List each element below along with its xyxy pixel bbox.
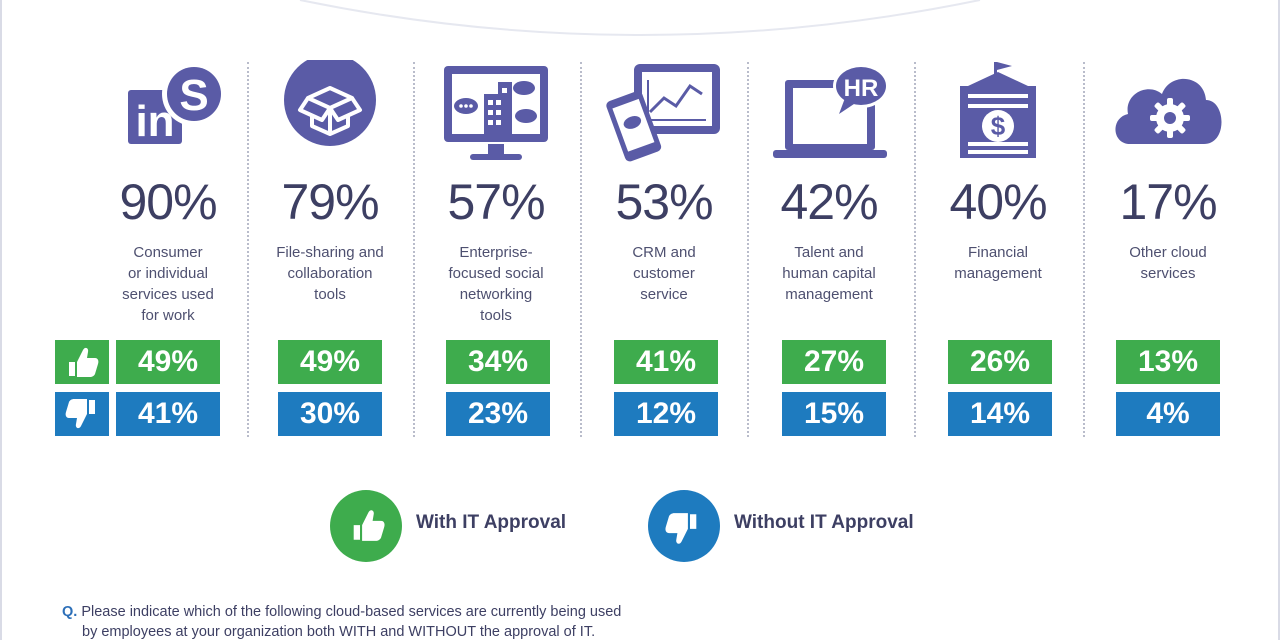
category-label: Other cloud services <box>1129 244 1207 282</box>
bar-without-it-approval: 14% <box>948 392 1052 436</box>
total-percent: 42% <box>780 174 878 230</box>
dropbox-icon <box>284 60 376 146</box>
total-percent: 57% <box>447 174 545 230</box>
total-percent: 40% <box>949 174 1047 230</box>
survey-question: Q. Please indicate which of the followin… <box>62 604 622 640</box>
svg-text:$: $ <box>991 111 1006 141</box>
total-percent: 90% <box>119 174 217 230</box>
thumbs-up-icon <box>55 340 109 384</box>
category-label: Financial management <box>954 244 1042 282</box>
column-divider <box>580 62 582 437</box>
legend-label: With IT Approval <box>416 512 567 533</box>
category-label: File-sharing and collaboration tools <box>276 244 384 303</box>
legend-label: Without IT Approval <box>734 512 914 533</box>
thumbs-up-icon <box>330 490 402 562</box>
linkedin-skype-icon: in S <box>128 62 226 146</box>
total-percent: 17% <box>1119 174 1217 230</box>
column-divider <box>247 62 249 437</box>
bar-with-it-approval: 49% <box>116 340 220 384</box>
thumbs-down-icon <box>55 392 109 436</box>
bar-with-it-approval: 49% <box>278 340 382 384</box>
bar-without-it-approval: 30% <box>278 392 382 436</box>
thumbs-down-icon <box>648 490 720 562</box>
crm-devices-icon <box>606 64 720 162</box>
bar-with-it-approval: 13% <box>1116 340 1220 384</box>
financial-building-icon: $ <box>960 62 1036 158</box>
bar-with-it-approval: 26% <box>948 340 1052 384</box>
frame-right-border <box>1278 0 1280 640</box>
bar-without-it-approval: 15% <box>782 392 886 436</box>
cloud-gear-icon <box>1115 78 1222 144</box>
category-label: Consumer or individual services used for wo… <box>122 244 214 324</box>
category-label: CRM and customer service <box>632 244 696 303</box>
category-label: Enterprise-focused social networking tools <box>448 244 544 324</box>
bar-without-it-approval: 12% <box>614 392 718 436</box>
column-divider <box>747 62 749 437</box>
total-percent: 53% <box>615 174 713 230</box>
bar-without-it-approval: 23% <box>446 392 550 436</box>
column-divider <box>914 62 916 437</box>
frame-left-border <box>0 0 2 640</box>
total-percent: 79% <box>281 174 379 230</box>
bar-with-it-approval: 34% <box>446 340 550 384</box>
category-label: Talent and human capital management <box>782 244 876 303</box>
bar-with-it-approval: 27% <box>782 340 886 384</box>
hr-laptop-icon: HR <box>773 64 889 158</box>
svg-text:HR: HR <box>844 75 879 102</box>
bar-without-it-approval: 41% <box>116 392 220 436</box>
column-divider <box>413 62 415 437</box>
social-network-monitor-icon <box>444 66 548 160</box>
decorative-top-arc <box>299 0 981 36</box>
bar-with-it-approval: 41% <box>614 340 718 384</box>
svg-text:S: S <box>179 71 208 120</box>
column-divider <box>1083 62 1085 437</box>
bar-without-it-approval: 4% <box>1116 392 1220 436</box>
